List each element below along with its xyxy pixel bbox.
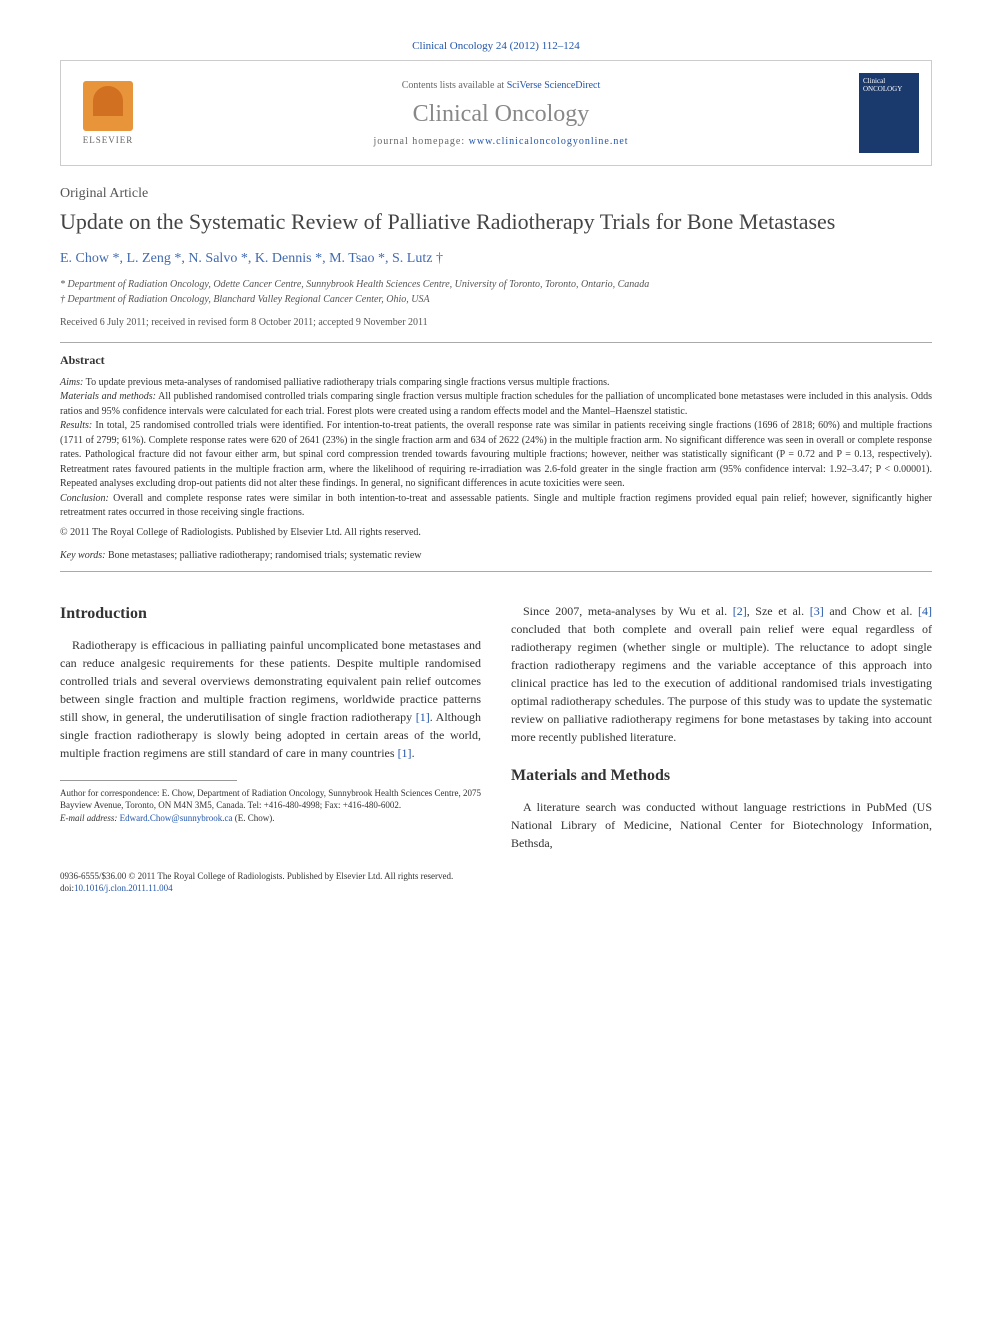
abstract-body: Aims: To update previous meta-analyses o… bbox=[60, 376, 932, 521]
methods-heading: Materials and Methods bbox=[511, 764, 932, 788]
cover-text: Clinical ONCOLOGY bbox=[859, 73, 919, 97]
abstract-heading: Abstract bbox=[60, 353, 932, 368]
intro-heading: Introduction bbox=[60, 602, 481, 626]
keywords-text: Bone metastases; palliative radiotherapy… bbox=[105, 550, 421, 561]
col2-text-1c: and Chow et al. bbox=[824, 604, 918, 618]
ref-3-link[interactable]: [3] bbox=[810, 604, 824, 618]
results-label: Results: bbox=[60, 420, 92, 431]
ref-4-link[interactable]: [4] bbox=[918, 604, 932, 618]
affiliation-a: * Department of Radiation Oncology, Odet… bbox=[60, 277, 932, 292]
column-left: Introduction Radiotherapy is efficacious… bbox=[60, 602, 481, 852]
keywords: Key words: Bone metastases; palliative r… bbox=[60, 550, 932, 561]
authors: E. Chow *, L. Zeng *, N. Salvo *, K. Den… bbox=[60, 251, 932, 267]
email-link[interactable]: Edward.Chow@sunnybrook.ca bbox=[120, 813, 233, 823]
methods-paragraph: A literature search was conducted withou… bbox=[511, 798, 932, 852]
sciencedirect-link[interactable]: SciVerse ScienceDirect bbox=[507, 80, 601, 91]
conclusion-label: Conclusion: bbox=[60, 493, 109, 504]
email-label: E-mail address: bbox=[60, 813, 120, 823]
article-dates: Received 6 July 2011; received in revise… bbox=[60, 317, 932, 328]
citation-header: Clinical Oncology 24 (2012) 112–124 bbox=[60, 40, 932, 52]
col2-text-1a: Since 2007, meta-analyses by Wu et al. bbox=[523, 604, 733, 618]
column-right: Since 2007, meta-analyses by Wu et al. [… bbox=[511, 602, 932, 852]
intro-text-1c: . bbox=[412, 746, 415, 760]
methods-label: Materials and methods: bbox=[60, 391, 156, 402]
email-suffix: (E. Chow). bbox=[232, 813, 274, 823]
elsevier-logo[interactable]: ELSEVIER bbox=[73, 73, 143, 153]
elsevier-tree-icon bbox=[83, 81, 133, 131]
elsevier-label: ELSEVIER bbox=[83, 135, 134, 145]
body-columns: Introduction Radiotherapy is efficacious… bbox=[60, 602, 932, 852]
ref-2-link[interactable]: [2] bbox=[733, 604, 747, 618]
divider bbox=[60, 571, 932, 572]
footnote-separator bbox=[60, 780, 237, 781]
keywords-label: Key words: bbox=[60, 550, 105, 561]
article-title: Update on the Systematic Review of Palli… bbox=[60, 208, 932, 237]
col2-paragraph: Since 2007, meta-analyses by Wu et al. [… bbox=[511, 602, 932, 746]
conclusion-text: Overall and complete response rates were… bbox=[60, 493, 932, 519]
homepage-prefix: journal homepage: bbox=[373, 136, 468, 147]
ref-1-link[interactable]: [1] bbox=[398, 746, 412, 760]
corr-text: Author for correspondence: E. Chow, Depa… bbox=[60, 787, 481, 812]
aims-label: Aims: bbox=[60, 377, 83, 388]
ref-1-link[interactable]: [1] bbox=[416, 710, 430, 724]
correspondence-footnote: Author for correspondence: E. Chow, Depa… bbox=[60, 787, 481, 825]
page-footer: 0936-6555/$36.00 © 2011 The Royal Colleg… bbox=[60, 870, 932, 895]
homepage-link[interactable]: www.clinicaloncologyonline.net bbox=[469, 136, 629, 147]
methods-text: All published randomised controlled tria… bbox=[60, 391, 932, 417]
col2-text-1b: , Sze et al. bbox=[747, 604, 810, 618]
results-text: In total, 25 randomised controlled trial… bbox=[60, 420, 932, 489]
footer-copyright: 0936-6555/$36.00 © 2011 The Royal Colleg… bbox=[60, 870, 932, 883]
affiliations: * Department of Radiation Oncology, Odet… bbox=[60, 277, 932, 307]
homepage-line: journal homepage: www.clinicaloncologyon… bbox=[143, 136, 859, 147]
intro-paragraph: Radiotherapy is efficacious in palliatin… bbox=[60, 636, 481, 762]
contents-prefix: Contents lists available at bbox=[402, 80, 507, 91]
doi-label: doi: bbox=[60, 883, 74, 893]
banner-center: Contents lists available at SciVerse Sci… bbox=[143, 80, 859, 147]
journal-banner: ELSEVIER Contents lists available at Sci… bbox=[60, 60, 932, 166]
journal-cover-thumb[interactable]: Clinical ONCOLOGY bbox=[859, 73, 919, 153]
col2-text-1d: concluded that both complete and overall… bbox=[511, 622, 932, 744]
contents-line: Contents lists available at SciVerse Sci… bbox=[143, 80, 859, 91]
doi-link[interactable]: 10.1016/j.clon.2011.11.004 bbox=[74, 883, 173, 893]
article-type: Original Article bbox=[60, 186, 932, 202]
aims-text: To update previous meta-analyses of rand… bbox=[83, 377, 609, 388]
divider bbox=[60, 342, 932, 343]
journal-name: Clinical Oncology bbox=[143, 101, 859, 128]
abstract-copyright: © 2011 The Royal College of Radiologists… bbox=[60, 527, 932, 538]
affiliation-b: † Department of Radiation Oncology, Blan… bbox=[60, 292, 932, 307]
